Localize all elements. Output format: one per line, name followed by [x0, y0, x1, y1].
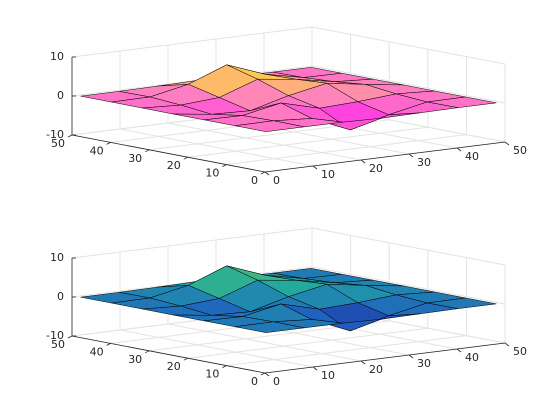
x-tick: [504, 141, 510, 146]
y-tick-label: 0: [251, 174, 258, 187]
x-tick-label: 50: [513, 144, 527, 157]
y-tick: [67, 134, 73, 138]
x-tick: [408, 153, 414, 158]
x-tick: [360, 159, 366, 164]
y-tick: [106, 142, 111, 145]
grid-line: [119, 128, 314, 167]
grid-line: [311, 26, 506, 65]
grid-line: [167, 323, 362, 362]
y-tick: [106, 343, 111, 346]
surface: [80, 265, 497, 333]
x-tick-label: 40: [465, 351, 479, 364]
y-tick-label: 40: [90, 345, 104, 358]
grid-line: [311, 227, 506, 266]
y-tick-label: 30: [128, 353, 142, 366]
y-tick-label: 50: [51, 338, 65, 351]
y-tick-label: 50: [51, 137, 65, 150]
z-tick-label: -10: [46, 128, 64, 141]
y-tick: [222, 365, 227, 368]
z-tick-label: 10: [50, 251, 64, 264]
grid-line: [226, 134, 467, 166]
z-tick-label: -10: [46, 329, 64, 342]
x-tick: [264, 171, 270, 176]
x-tick: [456, 147, 462, 152]
y-tick: [183, 357, 188, 361]
grid-line: [226, 335, 467, 367]
z-tick-label: 10: [50, 50, 64, 63]
y-tick: [260, 372, 266, 376]
surface-patch: [235, 120, 305, 132]
surface-patch: [235, 321, 305, 333]
grid-line: [119, 329, 314, 368]
x-tick: [408, 354, 414, 359]
grid-line: [311, 65, 506, 104]
y-axis-line: [71, 335, 266, 374]
x-tick: [312, 165, 318, 170]
x-tick: [360, 360, 366, 365]
y-tick-label: 10: [205, 368, 219, 381]
grid-line: [71, 26, 313, 58]
y-tick: [67, 335, 73, 339]
surface: [80, 64, 497, 132]
y-tick: [260, 171, 266, 175]
grid-line: [311, 266, 506, 305]
x-tick-label: 50: [513, 345, 527, 358]
x-tick-label: 30: [417, 357, 431, 370]
y-tick-label: 20: [167, 159, 181, 172]
x-axis-line: [264, 342, 506, 374]
y-tick-label: 10: [205, 167, 219, 180]
grid-line: [187, 126, 428, 158]
z-tick-label: 0: [57, 89, 64, 102]
x-tick-label: 0: [273, 375, 280, 388]
grid-line: [167, 122, 362, 161]
grid-line: [187, 327, 428, 359]
y-tick-label: 20: [167, 360, 181, 373]
y-tick: [145, 149, 150, 153]
x-tick-label: 10: [321, 369, 335, 382]
x-tick-label: 10: [321, 168, 335, 181]
y-tick-label: 30: [128, 152, 142, 165]
y-tick-label: 0: [251, 375, 258, 388]
grid-line: [71, 227, 313, 259]
y-tick-label: 40: [90, 144, 104, 157]
x-tick-label: 20: [369, 363, 383, 376]
x-tick-label: 20: [369, 162, 383, 175]
x-tick-label: 0: [273, 174, 280, 187]
x-tick-label: 40: [465, 150, 479, 163]
x-axis-line: [264, 141, 506, 173]
y-tick: [222, 164, 227, 167]
x-tick: [456, 348, 462, 353]
x-tick-label: 30: [417, 156, 431, 169]
z-tick-label: 0: [57, 290, 64, 303]
y-tick: [183, 156, 188, 160]
y-axis-line: [71, 134, 266, 173]
x-tick: [264, 372, 270, 377]
y-tick: [145, 350, 150, 354]
x-tick: [312, 366, 318, 371]
x-tick: [504, 342, 510, 347]
